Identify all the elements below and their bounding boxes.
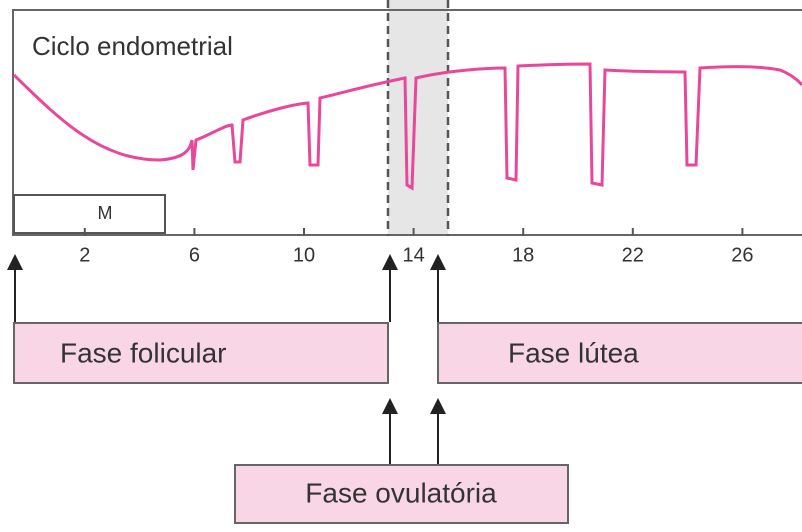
phase-box: [437, 322, 802, 384]
day-label: 10: [293, 244, 315, 266]
phase-box: [13, 322, 389, 384]
phase-label: Fase folicular: [60, 337, 227, 368]
ovulation-band: [388, 0, 448, 236]
day-label: 26: [731, 244, 753, 266]
day-label: 6: [189, 244, 200, 266]
phase-label: Fase ovulatória: [305, 477, 497, 508]
phase-label: Fase lútea: [508, 337, 639, 368]
menstruation-label: M: [98, 203, 113, 223]
title-bg: [22, 25, 372, 69]
day-label: 14: [402, 244, 424, 266]
menstruation-box: [13, 194, 166, 234]
day-label: 2: [79, 244, 90, 266]
endometrial-curve: [12, 62, 802, 191]
day-label: 18: [512, 244, 534, 266]
title: Ciclo endometrial: [32, 31, 233, 61]
phase-box: [234, 464, 569, 524]
day-label: 22: [622, 244, 644, 266]
